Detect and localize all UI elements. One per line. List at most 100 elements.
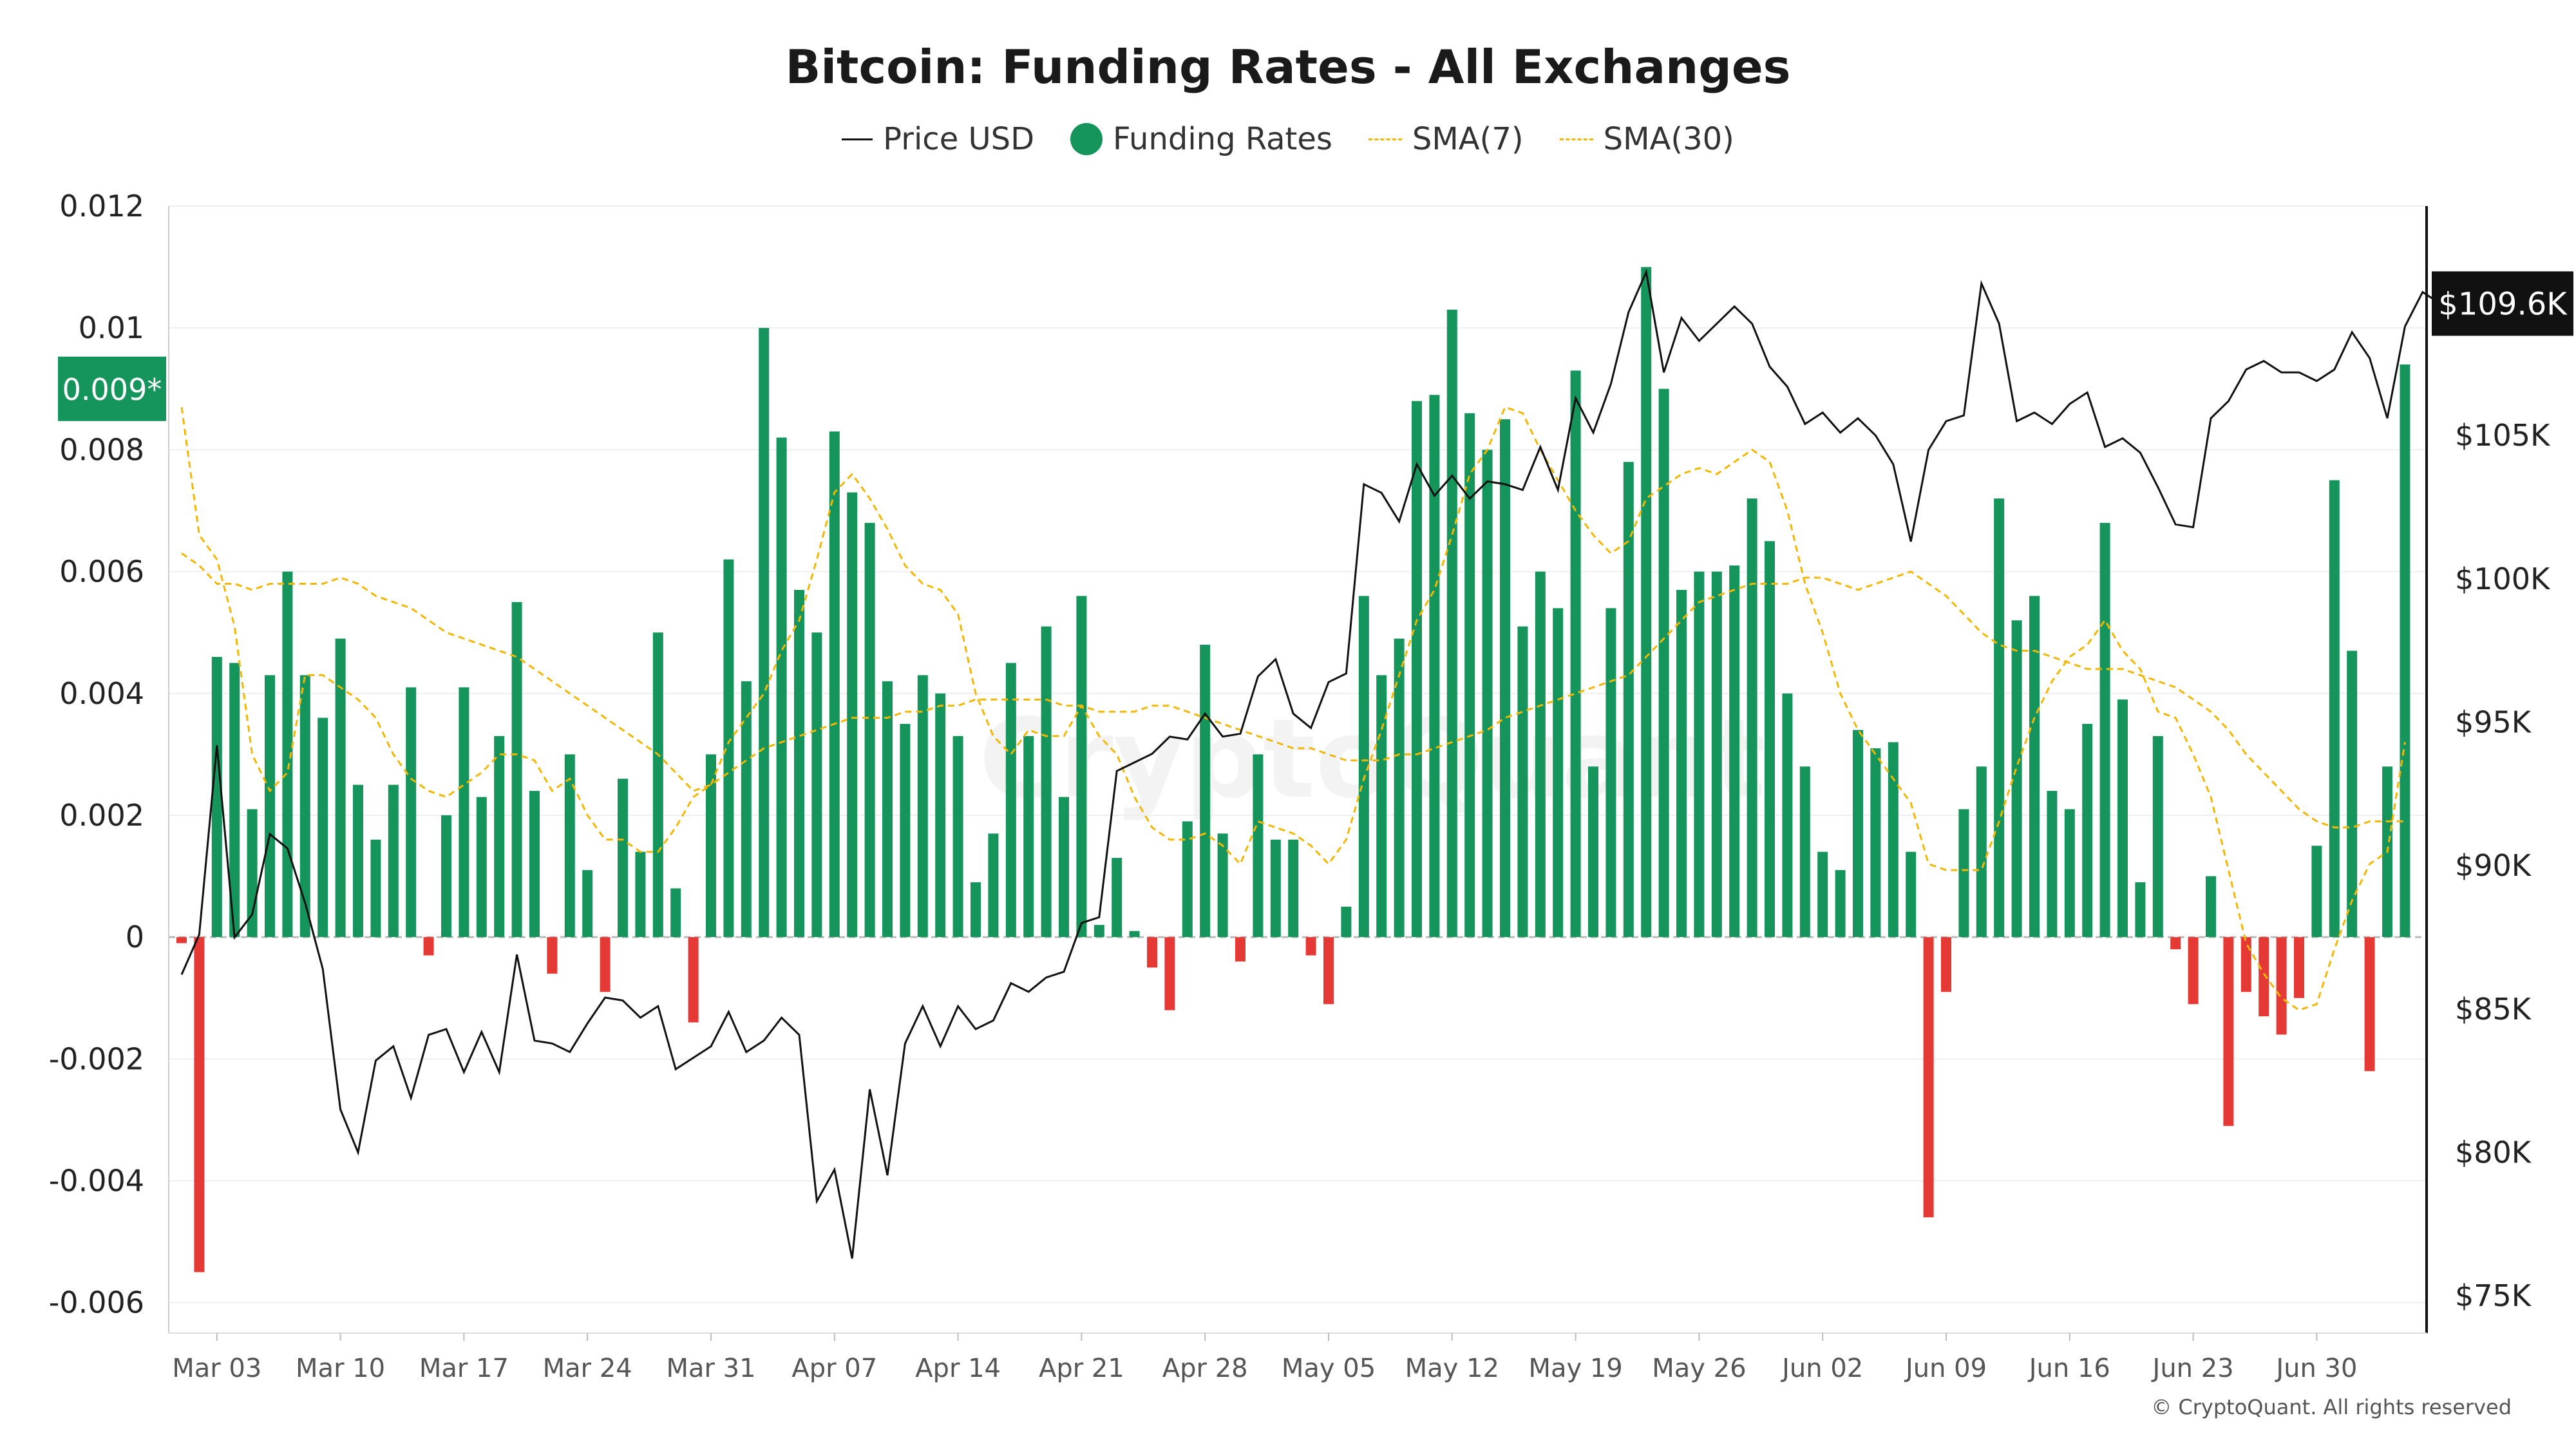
x-tick-label: May 12 bbox=[1405, 1354, 1499, 1383]
funding-bar bbox=[900, 724, 911, 938]
chart-title: Bitcoin: Funding Rates - All Exchanges bbox=[785, 40, 1791, 94]
legend-item-price[interactable]: Price USD bbox=[842, 121, 1034, 157]
funding-bar bbox=[1500, 419, 1510, 938]
funding-bar bbox=[829, 431, 840, 938]
y-left-tick-label: 0.004 bbox=[59, 676, 144, 711]
funding-bar bbox=[935, 693, 946, 938]
funding-bar bbox=[194, 937, 205, 1273]
funding-bar bbox=[670, 888, 681, 938]
funding-bar bbox=[794, 589, 804, 938]
funding-bar bbox=[2152, 735, 2163, 938]
funding-bar bbox=[1782, 693, 1793, 938]
legend: Price USD Funding Rates SMA(7) SMA(30) bbox=[0, 121, 2576, 157]
funding-bar bbox=[1182, 821, 1193, 938]
funding-bar bbox=[2294, 937, 2304, 998]
funding-bar bbox=[952, 735, 963, 938]
funding-bar bbox=[1553, 608, 1564, 938]
funding-bar bbox=[2223, 937, 2234, 1126]
funding-bar bbox=[1112, 858, 1122, 938]
funding-bar bbox=[265, 675, 275, 938]
legend-label-sma7: SMA(7) bbox=[1412, 121, 1524, 157]
funding-bar bbox=[1429, 395, 1440, 938]
funding-bar bbox=[2135, 882, 2146, 938]
funding-bar bbox=[2117, 699, 2128, 938]
funding-bar bbox=[1588, 766, 1598, 938]
funding-bar bbox=[2311, 846, 2322, 938]
funding-bar bbox=[2082, 724, 2093, 938]
funding-bar bbox=[229, 663, 240, 938]
funding-bar bbox=[1270, 839, 1281, 938]
funding-bar bbox=[1888, 742, 1899, 938]
funding-bar bbox=[1658, 388, 1669, 938]
funding-bar bbox=[971, 882, 981, 938]
y-left-tick-label: 0.006 bbox=[59, 554, 144, 589]
y-left-tick-label: -0.004 bbox=[49, 1164, 144, 1198]
sma30-line bbox=[181, 552, 2405, 829]
funding-bar bbox=[317, 717, 328, 938]
legend-label-sma30: SMA(30) bbox=[1603, 121, 1734, 157]
funding-bar bbox=[1005, 663, 1016, 938]
price-value-badge bbox=[2432, 271, 2573, 336]
funding-bar bbox=[759, 328, 770, 938]
y-right-tick-label: $95K bbox=[2455, 705, 2532, 740]
funding-bar bbox=[1570, 370, 1581, 938]
funding-bar bbox=[582, 870, 593, 938]
funding-bar bbox=[547, 937, 558, 974]
funding-bar bbox=[1623, 462, 1634, 938]
funding-bar bbox=[811, 632, 822, 938]
x-tick-label: Mar 24 bbox=[543, 1354, 632, 1383]
x-tick-label: Apr 14 bbox=[915, 1354, 1001, 1383]
funding-bar bbox=[2206, 876, 2216, 938]
funding-bar bbox=[917, 675, 928, 938]
funding-bar bbox=[441, 815, 451, 938]
funding-bar bbox=[1164, 937, 1175, 1010]
funding-bar bbox=[2099, 522, 2110, 938]
funding-bar bbox=[2276, 937, 2287, 1035]
x-tick-label: Jun 02 bbox=[1780, 1354, 1863, 1383]
funding-bar bbox=[406, 687, 417, 938]
legend-line-swatch bbox=[842, 138, 873, 140]
funding-value-badge bbox=[58, 356, 166, 421]
funding-bar bbox=[2347, 650, 2358, 938]
funding-bar bbox=[1605, 608, 1616, 938]
funding-bar bbox=[741, 681, 752, 938]
x-tick-label: Apr 07 bbox=[791, 1354, 877, 1383]
funding-bar bbox=[1200, 645, 1211, 938]
funding-bar bbox=[1676, 589, 1687, 938]
funding-bar bbox=[1799, 766, 1810, 938]
funding-bar bbox=[1288, 839, 1299, 938]
legend-label-price: Price USD bbox=[883, 121, 1035, 157]
funding-bar bbox=[600, 937, 611, 992]
funding-bar bbox=[1870, 748, 1881, 938]
funding-bar bbox=[1041, 626, 1052, 938]
y-right-tick-label: $105K bbox=[2455, 418, 2551, 453]
bars-layer bbox=[176, 267, 2410, 1273]
x-tick-label: Mar 10 bbox=[296, 1354, 385, 1383]
funding-bar bbox=[1059, 797, 1069, 938]
legend-label-funding: Funding Rates bbox=[1113, 121, 1332, 157]
legend-item-funding[interactable]: Funding Rates bbox=[1070, 121, 1332, 157]
x-tick-label: Mar 03 bbox=[172, 1354, 261, 1383]
funding-bar bbox=[706, 754, 716, 938]
funding-bar bbox=[1253, 754, 1264, 938]
funding-bar bbox=[1023, 735, 1034, 938]
legend-item-sma30[interactable]: SMA(30) bbox=[1559, 121, 1734, 157]
funding-bar bbox=[388, 784, 399, 938]
funding-bar bbox=[635, 851, 646, 938]
legend-dot-swatch bbox=[1070, 123, 1103, 155]
y-right-tick-label: $80K bbox=[2455, 1135, 2532, 1170]
funding-bar bbox=[1094, 925, 1104, 938]
funding-bar bbox=[1958, 809, 1969, 938]
legend-item-sma7[interactable]: SMA(7) bbox=[1368, 121, 1524, 157]
x-tick-label: Jun 30 bbox=[2274, 1354, 2357, 1383]
funding-bar bbox=[1994, 498, 2005, 938]
funding-bar bbox=[1765, 541, 1775, 938]
x-tick-label: Mar 31 bbox=[666, 1354, 755, 1383]
price-line bbox=[180, 269, 2441, 1259]
funding-bar bbox=[1711, 571, 1722, 938]
labels-layer: 0.012 0.01 0.008 0.006 0.004 0.002 0 -0.002 -0.0… bbox=[49, 189, 2573, 1383]
funding-bar bbox=[1817, 851, 1828, 938]
funding-bar bbox=[459, 687, 469, 938]
funding-bar bbox=[882, 681, 893, 938]
funding-bar bbox=[1517, 626, 1528, 938]
